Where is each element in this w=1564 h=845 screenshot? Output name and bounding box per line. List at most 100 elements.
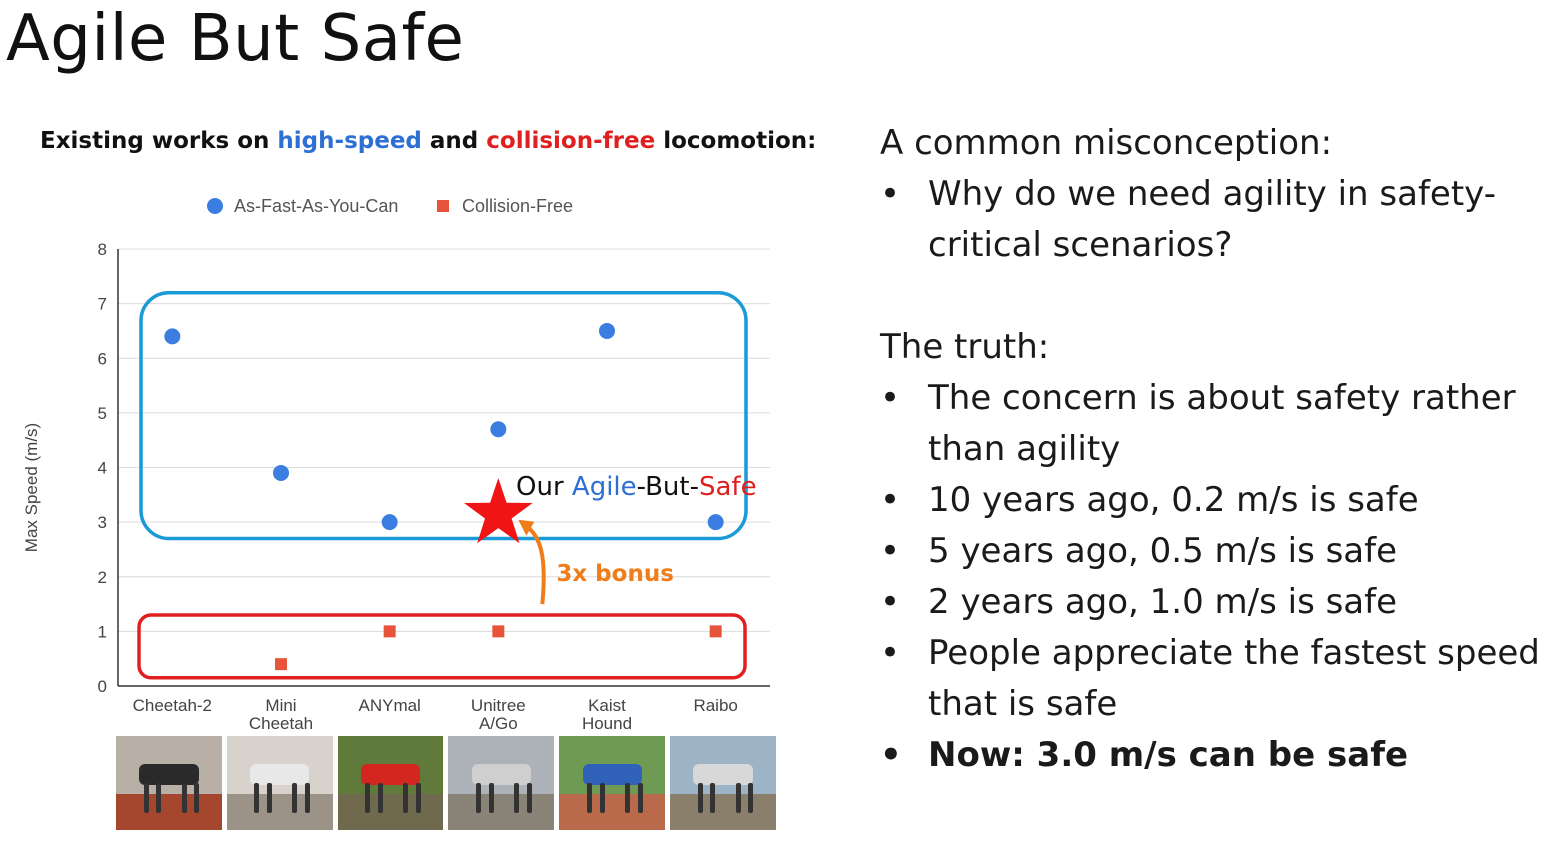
y-tick-label: 2	[98, 568, 107, 587]
robot-photo-raibo	[670, 736, 776, 830]
data-point-safe	[709, 625, 722, 638]
label-agile: Agile	[572, 472, 637, 502]
bullet-icon: •	[880, 531, 901, 571]
heading-high-speed: high-speed	[277, 128, 422, 154]
robot-leg	[735, 783, 741, 814]
robot-body	[250, 764, 310, 785]
heading-part-3: locomotion:	[655, 128, 817, 154]
robot-leg	[748, 783, 754, 814]
truth-bullet: • 10 years ago, 0.2 m/s is safe	[880, 475, 1560, 526]
photo-ground	[670, 794, 776, 830]
robot-photo-anymal	[337, 736, 444, 830]
bullet-icon: •	[880, 378, 901, 418]
bullet-icon: •	[880, 174, 901, 214]
bonus-arrow	[523, 523, 546, 605]
y-tick-label: 1	[98, 622, 107, 641]
robot-leg	[599, 783, 605, 814]
legend-marker-safe	[437, 200, 449, 212]
bullet-text: 5 years ago, 0.5 m/s is safe	[928, 531, 1398, 571]
robot-leg	[697, 783, 703, 814]
robot-leg	[710, 783, 716, 814]
y-tick-label: 7	[98, 295, 107, 314]
robot-leg	[377, 783, 383, 814]
speed-chart: 0 1 2 3 4 5 6 7 8 Max Speed (m/s) Cheetah-2 MiniChe…	[22, 196, 770, 733]
robot-leg	[415, 783, 421, 814]
legend-label-fast: As-Fast-As-You-Can	[234, 196, 398, 216]
chart-heading: Existing works on high-speed and collisi…	[40, 128, 816, 154]
our-method-star-icon	[464, 478, 533, 544]
final-bullet: • Now: 3.0 m/s can be safe	[880, 730, 1560, 781]
misconception-list: • Why do we need agility in safety-critic…	[880, 169, 1560, 271]
our-method-label: Our Agile-But-Safe	[516, 472, 757, 502]
right-text-panel: A common misconception: • Why do we need …	[880, 118, 1560, 781]
label-but: -But-	[637, 472, 699, 502]
data-point-fast	[490, 421, 507, 438]
x-tick-label: Mini	[265, 696, 296, 715]
robot-leg	[365, 783, 371, 814]
photo-ground	[337, 794, 444, 830]
y-axis-label: Max Speed (m/s)	[22, 423, 41, 552]
robot-leg	[586, 783, 592, 814]
robot-leg	[194, 783, 200, 814]
data-point-fast	[707, 514, 724, 531]
robot-leg	[181, 783, 187, 814]
x-tick-label: A/Go	[479, 714, 518, 733]
legend-marker-fast	[207, 198, 223, 214]
robot-leg	[637, 783, 643, 814]
bullet-icon: •	[880, 633, 901, 673]
photo-ground	[226, 794, 333, 830]
y-tick-label: 3	[98, 513, 107, 532]
robot-leg	[143, 783, 149, 814]
bullet-text: 10 years ago, 0.2 m/s is safe	[928, 480, 1419, 520]
robot-photo-kaist-hound	[559, 736, 666, 830]
data-point-safe	[492, 625, 505, 638]
truth-list: • The concern is about safety rather than…	[880, 373, 1560, 781]
truth-bullet: • The concern is about safety rather than…	[880, 373, 1560, 475]
truth-heading: The truth:	[880, 327, 1050, 367]
y-tick-label: 6	[98, 349, 107, 368]
x-tick-label: Cheetah	[249, 714, 313, 733]
robot-leg	[488, 783, 494, 814]
bullet-icon: •	[880, 480, 901, 520]
bullet-text: 2 years ago, 1.0 m/s is safe	[928, 582, 1398, 622]
heading-part-2: and	[421, 128, 487, 154]
robot-leg	[624, 783, 630, 814]
robot-photo-unitree	[448, 736, 555, 830]
x-tick-label: Unitree	[471, 696, 526, 715]
data-point-fast	[164, 328, 181, 345]
x-tick-label: Kaist	[588, 696, 626, 715]
data-point-fast	[273, 464, 289, 481]
heading-collision-free: collision-free	[486, 128, 656, 154]
y-tick-label: 0	[98, 677, 107, 696]
photo-ground	[559, 794, 666, 830]
x-tick-label: Hound	[582, 714, 632, 733]
data-point-safe	[275, 658, 287, 671]
bullet-text: The concern is about safety rather than …	[928, 378, 1516, 469]
slide-title: Agile But Safe	[6, 2, 465, 76]
robot-body	[693, 764, 753, 785]
label-our: Our	[516, 472, 572, 502]
y-tick-label: 5	[98, 404, 107, 423]
misconception-bullet: • Why do we need agility in safety-critic…	[880, 169, 1560, 271]
data-point-fast	[381, 514, 398, 531]
arrow-head-icon	[518, 519, 535, 536]
bullet-text: People appreciate the fastest speed that…	[928, 633, 1540, 724]
bullet-icon: •	[880, 735, 902, 775]
robot-leg	[292, 783, 298, 814]
robot-photo-mini-cheetah	[226, 736, 333, 830]
photo-ground	[116, 794, 222, 830]
robot-photos	[116, 736, 776, 830]
y-tick-label: 8	[98, 240, 107, 259]
truth-bullet: • 2 years ago, 1.0 m/s is safe	[880, 577, 1560, 628]
robot-leg	[514, 783, 520, 814]
data-point-fast	[599, 322, 615, 339]
bullet-text: Now: 3.0 m/s can be safe	[928, 735, 1409, 775]
safe-group-box	[137, 613, 747, 680]
data-point-safe	[383, 625, 396, 638]
robot-leg	[156, 783, 162, 814]
bullet-text: Why do we need agility in safety-critica…	[928, 174, 1496, 265]
robot-leg	[305, 783, 311, 814]
y-tick-label: 4	[98, 459, 107, 478]
misconception-heading: A common misconception:	[880, 123, 1333, 163]
heading-part-1: Existing works on	[40, 128, 278, 154]
